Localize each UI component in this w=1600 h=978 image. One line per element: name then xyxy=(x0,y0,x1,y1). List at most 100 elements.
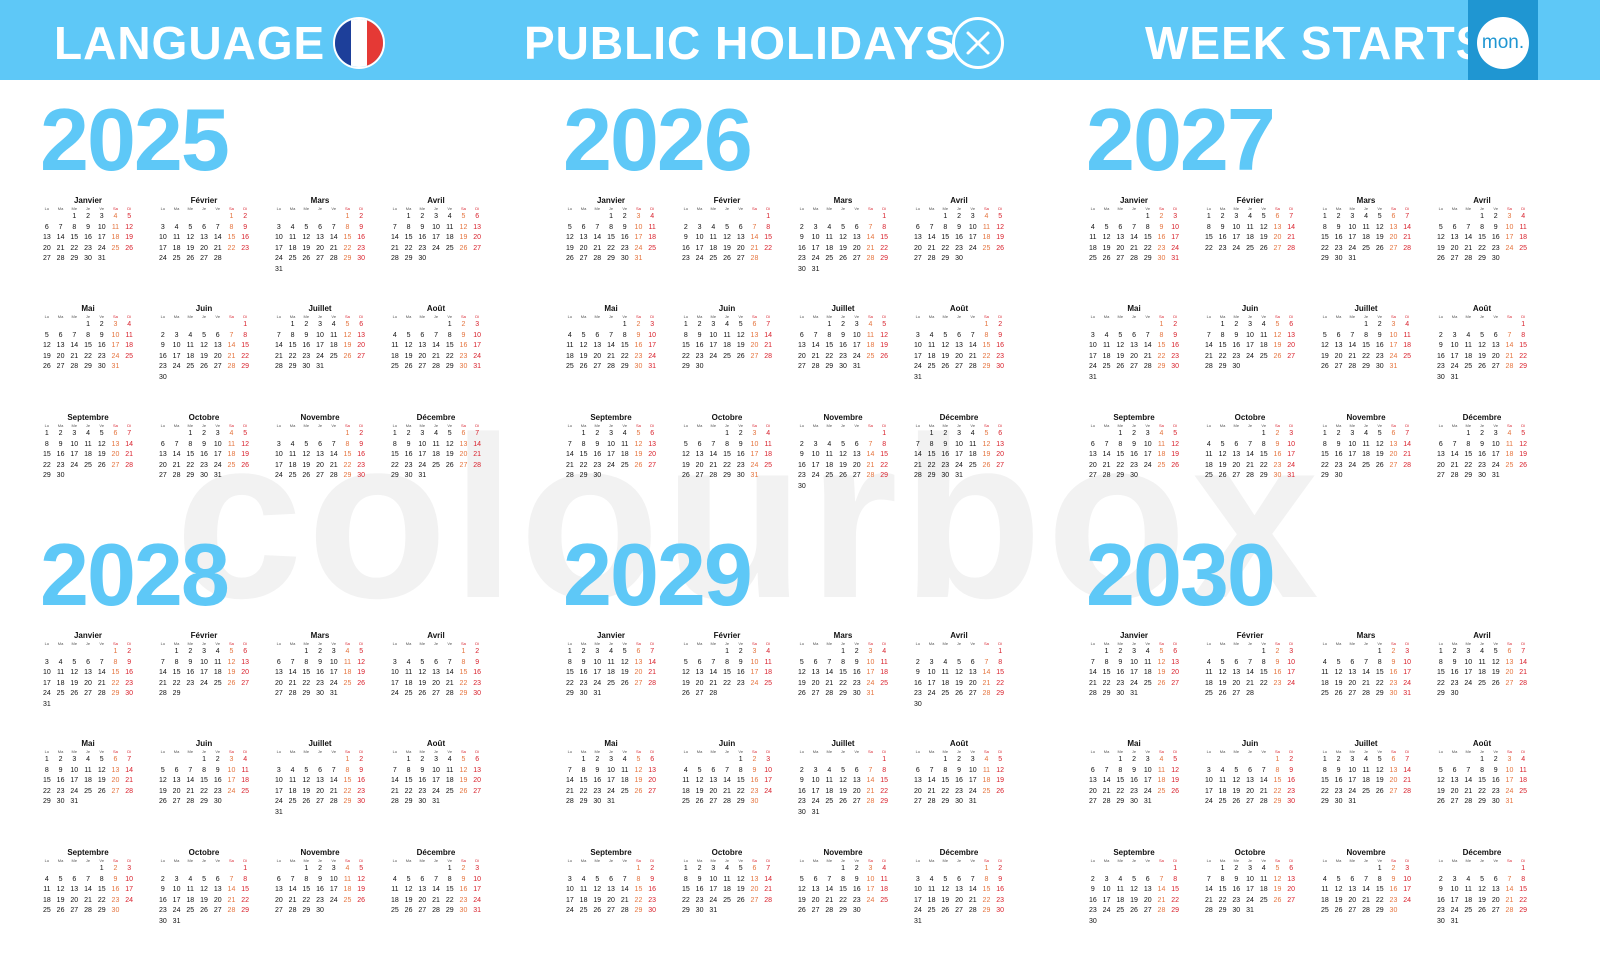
day-cell: 17 xyxy=(866,669,875,676)
day-cell: 1 xyxy=(461,648,466,655)
week-row: 8 9 10 11 12 13 14 xyxy=(563,658,659,669)
day-cell: 10 xyxy=(913,886,922,893)
weekday-label: Ve xyxy=(622,314,628,319)
day-cell: 26 xyxy=(404,907,413,914)
day-cell: 13 xyxy=(1246,777,1254,784)
weekday-header: Lu Ma Me Je Ve Sa Di xyxy=(563,858,659,864)
day-cell: 10 xyxy=(1403,875,1412,883)
day-cell: 20 xyxy=(172,787,181,795)
day-cell: 20 xyxy=(913,787,922,795)
weekday-header: Lu Ma Me Je Ve Sa Di xyxy=(1086,423,1182,429)
day-cell: 24 xyxy=(648,352,657,360)
week-row: 8 9 10 11 12 13 14 xyxy=(679,875,775,886)
week-row: 20 21 22 23 24 25 26 xyxy=(911,244,1007,255)
day-cell: 12 xyxy=(97,766,106,774)
week-row: 29 30 31 xyxy=(1318,797,1414,808)
weekday-label: Di xyxy=(1405,206,1410,211)
day-cell: 13 xyxy=(1171,658,1180,666)
french-flag-icon[interactable] xyxy=(333,17,385,69)
day-cell: 1 xyxy=(1322,756,1327,763)
day-cell: 3 xyxy=(854,321,859,328)
day-cell xyxy=(809,755,823,766)
day-cell: 11 xyxy=(432,440,440,448)
day-cell xyxy=(952,864,966,875)
day-cell: 21 xyxy=(227,896,236,904)
day-cell: 5 xyxy=(636,430,641,437)
day-cell: 9 xyxy=(1493,766,1498,774)
weekday-label: Je xyxy=(1479,858,1485,863)
day-cell: 29 xyxy=(1320,255,1329,262)
weekday-label: Ve xyxy=(1145,423,1151,428)
day-cell: 4 xyxy=(827,440,832,448)
day-cell: 1 xyxy=(72,213,77,220)
day-cell: 18 xyxy=(56,679,65,687)
x-circle-icon[interactable] xyxy=(951,16,1005,70)
weekday-label: Ma xyxy=(1103,314,1110,319)
day-cell: 30 xyxy=(418,255,427,262)
day-cell: 26 xyxy=(343,352,352,360)
day-cell: 26 xyxy=(1171,461,1180,469)
month-calendar: Octobre Lu Ma Me Je Ve Sa Di 1 2 3 4 5 6 7 8 9 10 11 12 13 14… xyxy=(1202,848,1298,917)
weekday-label: Lu xyxy=(276,858,282,863)
weekday-label: Di xyxy=(1173,641,1178,646)
week-row: 27 28 29 30 xyxy=(272,906,368,917)
day-cell: 22 xyxy=(1478,244,1486,252)
day-cell: 21 xyxy=(125,451,134,458)
day-cell xyxy=(1400,906,1414,917)
day-cell xyxy=(604,689,618,700)
day-cell: 22 xyxy=(1464,461,1473,469)
week-row: 23 24 25 26 27 28 29 xyxy=(1086,906,1182,917)
weekday-label: Ma xyxy=(1219,858,1226,863)
day-cell: 6 xyxy=(650,430,655,437)
day-cell: 20 xyxy=(913,244,922,252)
day-cell: 19 xyxy=(404,352,413,360)
day-cell: 27 xyxy=(1505,679,1514,687)
day-cell: 8 xyxy=(188,440,193,448)
week-row: 18 19 20 21 22 23 24 xyxy=(388,896,484,907)
week-row: 11 12 13 14 15 16 17 xyxy=(388,341,484,352)
month-calendar: Juin Lu Ma Me Je Ve Sa Di 1 2 3 4 5 6 7 8 9 10 11 12 13 14 15 1… xyxy=(156,739,252,808)
day-cell: 10 xyxy=(764,766,773,774)
weekday-label: Ma xyxy=(812,314,819,319)
weekday-label: Je xyxy=(840,858,846,863)
day-cell: 21 xyxy=(825,679,834,687)
day-cell: 21 xyxy=(866,461,875,469)
day-cell: 14 xyxy=(432,886,440,893)
month-calendar: Juillet Lu Ma Me Je Ve Sa Di 1 2 3 4 5 6 7 8 9 10 11 12 13 14… xyxy=(795,304,891,373)
day-cell: 1 xyxy=(304,865,309,872)
month-calendar: Avril Lu Ma Me Je Ve Sa Di 1 2 3 4 5 6 7 8 9 10 11 12 13 14 15… xyxy=(1434,196,1530,265)
day-cell: 22 xyxy=(1204,244,1213,252)
day-cell: 8 xyxy=(1159,331,1164,339)
day-cell: 26 xyxy=(797,690,806,697)
week-row: 6 7 8 9 10 11 12 xyxy=(911,766,1007,777)
day-cell: 10 xyxy=(1450,342,1459,349)
day-cell: 31 xyxy=(648,363,657,370)
day-cell: 25 xyxy=(84,461,92,469)
week-row: 6 7 8 9 10 11 12 xyxy=(40,223,136,234)
day-cell: 31 xyxy=(1403,690,1412,697)
month-calendar: Décembre Lu Ma Me Je Ve Sa Di 1 2 3 4 5 6 7 8 9 10 11 12 13 1… xyxy=(911,413,1007,482)
day-cell: 8 xyxy=(345,440,350,448)
day-cell xyxy=(1434,755,1448,766)
day-cell: 8 xyxy=(461,658,466,666)
day-cell xyxy=(54,864,68,875)
day-cell: 20 xyxy=(750,886,759,893)
day-cell: 17 xyxy=(1246,886,1254,893)
day-cell: 14 xyxy=(593,234,602,241)
day-cell: 21 xyxy=(1287,234,1296,241)
month-name: Juillet xyxy=(308,739,332,748)
day-cell: 10 xyxy=(1232,223,1241,231)
day-cell: 2 xyxy=(1289,756,1294,763)
weekday-label: Me xyxy=(594,314,601,319)
day-cell: 26 xyxy=(880,352,889,360)
week-row: 31 xyxy=(911,917,1007,928)
weekday-label: Ve xyxy=(447,423,453,428)
week-start-badge[interactable]: mon. xyxy=(1477,17,1529,69)
day-cell: 4 xyxy=(290,223,295,231)
day-cell: 26 xyxy=(1259,244,1268,252)
month-name: Avril xyxy=(427,196,445,205)
day-cell: 16 xyxy=(1389,886,1398,893)
